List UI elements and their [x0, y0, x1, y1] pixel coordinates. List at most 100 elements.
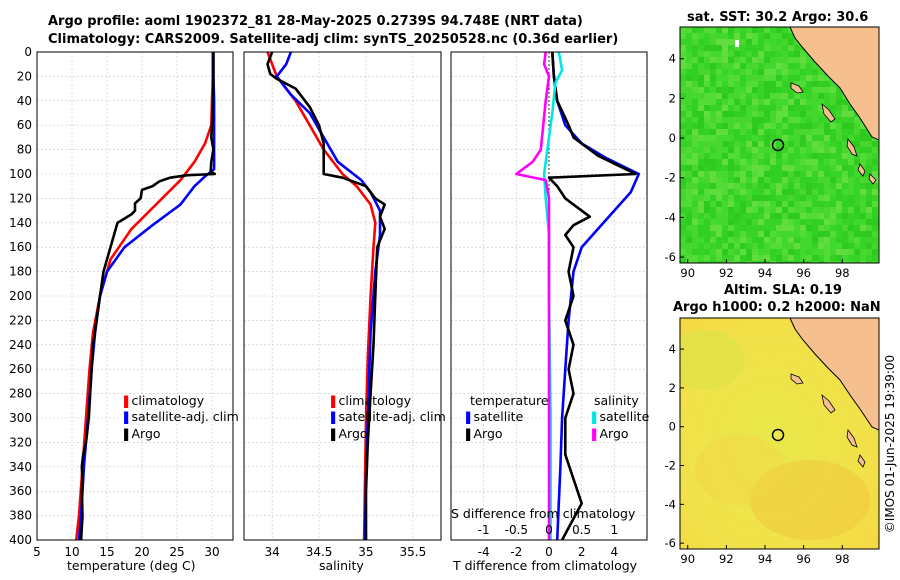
sst-cell — [824, 195, 830, 201]
sumatra-coast — [789, 27, 879, 141]
sst-cell — [680, 249, 686, 255]
sst-cell — [764, 195, 770, 201]
sst-cell — [788, 135, 794, 141]
legend-diff-t-argo: ❚Argo — [463, 426, 503, 441]
map-y-tick-label: 2 — [669, 91, 676, 105]
sst-cell — [872, 201, 878, 207]
sst-cell — [746, 189, 752, 195]
sst-cell — [710, 135, 716, 141]
sst-cell — [782, 87, 788, 93]
sst-cell — [746, 45, 752, 51]
sst-cell — [758, 255, 764, 261]
sst-cell — [680, 189, 686, 195]
sst-cell — [830, 99, 836, 105]
sst-cell — [806, 231, 812, 237]
sst-cell — [710, 177, 716, 183]
sst-cell — [860, 123, 866, 129]
sst-cell — [806, 75, 812, 81]
sst-cell — [842, 189, 848, 195]
sst-cell — [842, 201, 848, 207]
sst-cell — [710, 27, 716, 33]
sst-cell — [692, 81, 698, 87]
sst-cell — [764, 237, 770, 243]
sst-cell — [716, 207, 722, 213]
sst-cell — [686, 81, 692, 87]
sst-cell — [830, 105, 836, 111]
sst-cell — [818, 147, 824, 153]
sst-cell — [716, 105, 722, 111]
sst-cell — [794, 39, 800, 45]
sst-cell — [866, 195, 872, 201]
sst-cell — [848, 177, 854, 183]
sst-cell — [752, 27, 758, 33]
sst-cell — [818, 75, 824, 81]
sst-cell — [818, 237, 824, 243]
sst-cell — [806, 177, 812, 183]
sst-cell — [794, 63, 800, 69]
sst-cell — [842, 195, 848, 201]
sst-cell — [752, 129, 758, 135]
sst-cell — [734, 249, 740, 255]
sst-cell — [806, 69, 812, 75]
sst-cell — [848, 135, 854, 141]
sst-cell — [800, 51, 806, 57]
sst-map-title: sat. SST: 30.2 Argo: 30.6 — [687, 10, 869, 25]
sst-cell — [794, 183, 800, 189]
sst-cell — [800, 141, 806, 147]
sst-cell — [764, 51, 770, 57]
sst-cell — [764, 69, 770, 75]
sst-cell — [794, 231, 800, 237]
x-tick-label: 25 — [169, 545, 184, 559]
sst-cell — [704, 231, 710, 237]
sst-cell — [776, 129, 782, 135]
sst-cell — [806, 207, 812, 213]
y-tick-label: 400 — [9, 533, 32, 547]
sst-cell — [752, 171, 758, 177]
sst-cell — [860, 231, 866, 237]
sst-cell — [698, 27, 704, 33]
sst-cell — [818, 87, 824, 93]
sst-cell — [806, 87, 812, 93]
sst-cell — [746, 159, 752, 165]
sst-cell — [770, 87, 776, 93]
map-x-tick-label: 94 — [758, 552, 773, 566]
sst-cell — [722, 93, 728, 99]
sst-cell — [680, 261, 686, 263]
sst-cell — [686, 63, 692, 69]
sst-cell — [818, 69, 824, 75]
sst-cell — [728, 39, 734, 45]
sst-cell — [824, 159, 830, 165]
sst-cell — [764, 27, 770, 33]
series-climatology — [266, 52, 377, 540]
sst-cell — [764, 261, 770, 263]
sst-cell — [698, 33, 704, 39]
sst-cell — [794, 117, 800, 123]
salinity-xlabel: salinity — [319, 558, 364, 573]
sst-cell — [680, 111, 686, 117]
sst-cell — [776, 201, 782, 207]
sst-cell — [800, 183, 806, 189]
sst-cell — [782, 123, 788, 129]
sst-cell — [854, 213, 860, 219]
sst-cell — [692, 99, 698, 105]
sst-cell — [692, 201, 698, 207]
sst-cell — [770, 99, 776, 105]
sst-cell — [830, 87, 836, 93]
sst-cell — [752, 255, 758, 261]
sst-cell — [782, 27, 788, 33]
sst-cell — [866, 165, 872, 171]
sst-cell — [686, 69, 692, 75]
sst-cell — [770, 33, 776, 39]
sst-cell — [686, 171, 692, 177]
x-tick-label: 5 — [33, 545, 41, 559]
sst-cell — [680, 117, 686, 123]
sst-cell — [848, 123, 854, 129]
sst-cell — [758, 231, 764, 237]
sst-cell — [812, 111, 818, 117]
sst-cell — [776, 87, 782, 93]
sst-cell — [824, 117, 830, 123]
sst-cell — [818, 255, 824, 261]
sst-cell — [788, 33, 794, 39]
sst-cell — [854, 243, 860, 249]
sst-cell — [812, 141, 818, 147]
